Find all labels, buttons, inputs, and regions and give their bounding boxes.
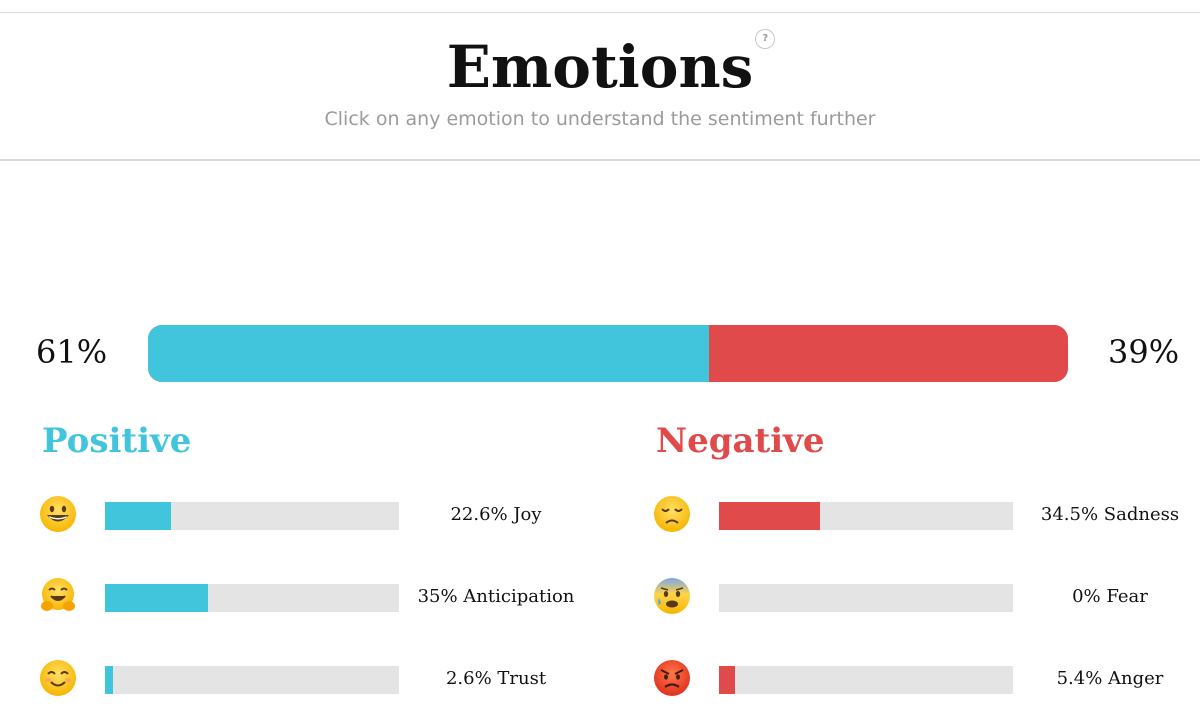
page-subtitle: Click on any emotion to understand the s… [324, 108, 876, 130]
positive-heading: Positive [42, 421, 192, 461]
joy-bar-fill [105, 502, 172, 530]
angry-face-icon [654, 660, 690, 696]
smiling-face-icon [40, 660, 76, 696]
negative-percentage: 39% [1108, 333, 1180, 371]
hugging-face-icon [41, 578, 75, 611]
trust-label: 2.6% Trust [445, 668, 547, 689]
title-wrap: Emotions? [0, 29, 1200, 103]
top-divider [0, 12, 1200, 13]
negative-segment[interactable] [709, 325, 1068, 382]
trust-bar-fill [105, 666, 113, 694]
sadness-bar-track [719, 502, 1013, 530]
anticipation-bar-track [105, 584, 399, 612]
page-title-text: Emotions [446, 33, 754, 101]
anxious-face-icon [654, 578, 690, 614]
header-divider [0, 159, 1200, 161]
help-icon[interactable]: ? [755, 29, 776, 49]
anger-bar-track [719, 666, 1013, 694]
joy-label: 22.6% Joy [450, 504, 542, 525]
fear-label: 0% Fear [1072, 586, 1148, 607]
positive-percentage: 61% [36, 333, 108, 371]
sentiment-split-bar [148, 325, 1068, 382]
emotion-row-anticipation[interactable]: 35% Anticipation [38, 572, 598, 622]
sadness-label: 34.5% Sadness [1040, 504, 1180, 525]
fear-bar-track [719, 584, 1013, 612]
emotions-header: Emotions? Click on any emotion to unders… [0, 13, 1200, 159]
anticipation-bar-fill [105, 584, 208, 612]
anger-bar-fill [719, 666, 735, 694]
emotion-row-trust[interactable]: 2.6% Trust [38, 654, 598, 704]
joy-bar-track [105, 502, 399, 530]
trust-bar-track [105, 666, 399, 694]
positive-segment[interactable] [148, 325, 710, 382]
sadness-bar-fill [719, 502, 821, 530]
disappointed-face-icon [654, 496, 690, 532]
emotion-row-anger[interactable]: 5.4% Anger [652, 654, 1192, 704]
emotion-row-joy[interactable]: 22.6% Joy [38, 490, 598, 540]
negative-heading: Negative [656, 421, 825, 461]
emotion-row-fear[interactable]: 0% Fear [652, 572, 1192, 622]
emotion-row-sadness[interactable]: 34.5% Sadness [652, 490, 1192, 540]
anger-label: 5.4% Anger [1056, 668, 1164, 689]
anticipation-label: 35% Anticipation [417, 586, 575, 607]
grinning-face-icon [40, 496, 76, 532]
page-title: Emotions? [446, 29, 776, 103]
